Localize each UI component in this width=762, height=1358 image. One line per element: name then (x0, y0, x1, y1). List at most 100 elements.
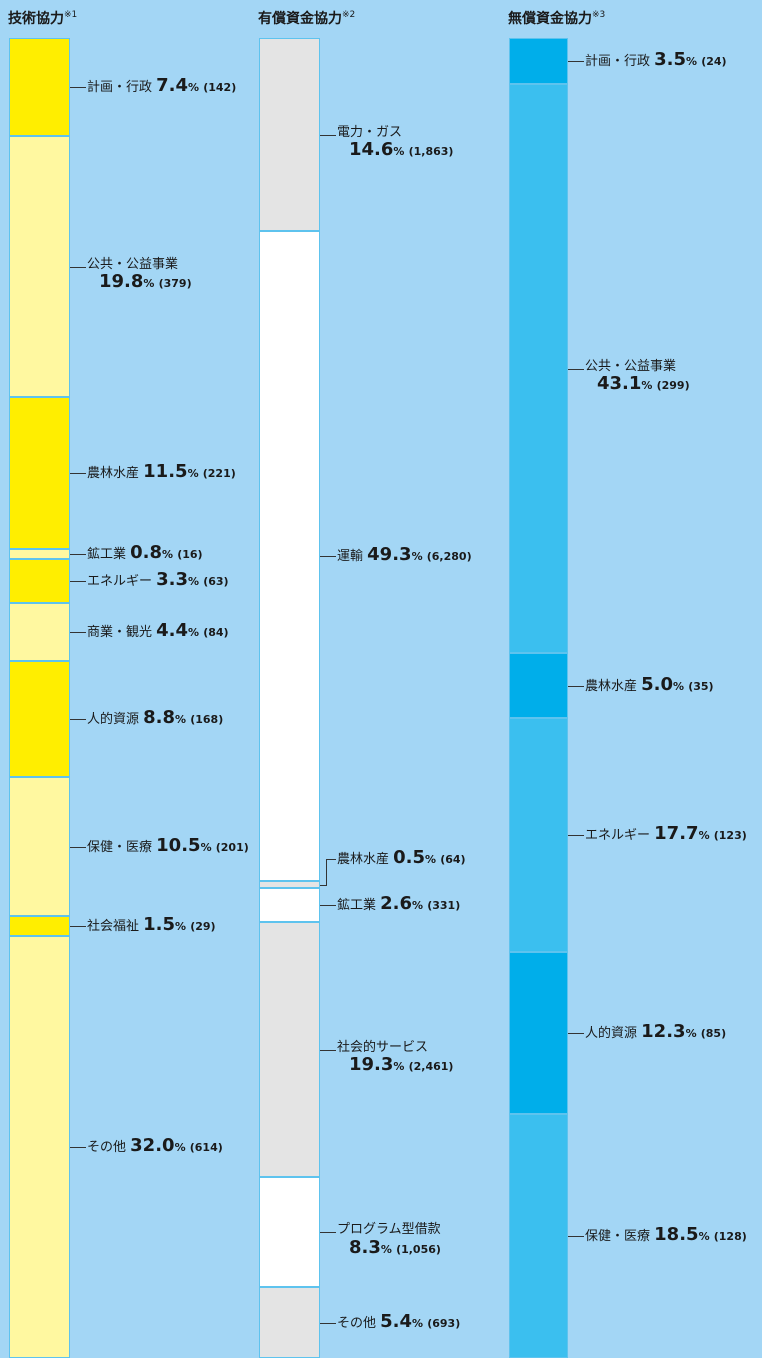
percent-value: 7.4 (156, 75, 189, 96)
technical-cooperation-title: 技術協力※1 (8, 10, 78, 27)
percent-unit: % (188, 81, 200, 94)
grant-segment-label: 計画・行政 3.5% (24) (585, 49, 727, 71)
percent-value: 5.4 (380, 1310, 413, 1332)
category-name: 保健・医療 (585, 1229, 651, 1244)
percent-value: 8.8 (143, 707, 176, 728)
count-value: (64) (440, 852, 466, 866)
percent-value: 11.5 (143, 461, 188, 482)
grant-segment-label: 農林水産 5.0% (35) (585, 674, 714, 696)
technical-segment (9, 661, 70, 777)
percent-value: 0.5 (393, 846, 426, 868)
technical-segment-label: 計画・行政 7.4% (142) (87, 75, 237, 97)
category-name: 計画・行政 (87, 80, 153, 95)
percent-unit: % (686, 55, 698, 68)
count-value: (221) (202, 467, 236, 480)
count-value: (299) (656, 379, 690, 393)
category-name: 人的資源 (585, 1026, 638, 1041)
count-value: (168) (190, 713, 224, 726)
grant-segment-label: 保健・医療 18.5% (128) (585, 1224, 747, 1246)
count-value: (6,280) (426, 550, 472, 563)
percent-unit: % (393, 145, 405, 159)
category-name: 電力・ガス (337, 124, 403, 140)
technical-segment (9, 38, 70, 136)
loan-leader (320, 884, 327, 886)
count-value: (1,863) (408, 145, 454, 159)
loan-segment (259, 922, 320, 1177)
percent-value: 2.6 (380, 893, 413, 914)
technical-segment-label: 農林水産 11.5% (221) (87, 461, 236, 483)
count-value: (693) (427, 1316, 461, 1330)
technical-leader (70, 473, 86, 474)
percent-unit: % (162, 548, 174, 561)
percent-value: 3.3 (156, 569, 189, 590)
loan-segment (259, 38, 320, 231)
loan-segment (259, 888, 320, 922)
percent-value: 12.3 (641, 1021, 686, 1042)
count-value: (142) (203, 81, 237, 94)
grant-segment (509, 952, 568, 1114)
percent-unit: % (187, 467, 199, 480)
grant-aid-title: 無償資金協力※3 (508, 10, 606, 27)
grant-leader (568, 1236, 584, 1237)
technical-leader (70, 581, 86, 582)
percent-value: 19.8 (99, 271, 144, 293)
count-value: (128) (713, 1230, 747, 1243)
technical-segment-label: 保健・医療 10.5% (201) (87, 834, 249, 857)
percent-unit: % (174, 1141, 186, 1154)
percent-unit: % (685, 1027, 697, 1040)
loan-leader (320, 134, 336, 136)
percent-unit: % (411, 550, 423, 563)
technical-leader (70, 926, 86, 927)
percent-unit: % (143, 277, 155, 291)
loan-segment (259, 881, 320, 888)
technical-leader (70, 719, 86, 720)
loan-segment-label: 運輸 49.3% (6,280) (337, 544, 472, 566)
loan-segment-label: 社会的サービス 19.3% (2,461) (337, 1039, 454, 1077)
count-value: (2,461) (408, 1060, 454, 1074)
category-name: 農林水産 (87, 466, 140, 481)
category-name: エネルギー (585, 828, 651, 843)
technical-segment-label: エネルギー 3.3% (63) (87, 569, 229, 591)
percent-unit: % (393, 1060, 405, 1074)
loan-segment (259, 231, 320, 881)
percent-unit: % (673, 679, 685, 693)
category-name: 商業・観光 (87, 625, 153, 640)
technical-segment (9, 136, 70, 397)
loan-segment-label: 鉱工業 2.6% (331) (337, 893, 461, 915)
percent-value: 1.5 (143, 914, 176, 935)
percent-unit: % (200, 840, 212, 854)
percent-value: 3.5 (654, 49, 687, 70)
percent-value: 14.6 (349, 139, 394, 161)
category-name: 社会的サービス (337, 1039, 429, 1055)
percent-value: 10.5 (156, 834, 201, 856)
technical-segment-label: 社会福祉 1.5% (29) (87, 914, 216, 936)
percent-unit: % (175, 713, 187, 726)
category-name: 計画・行政 (585, 54, 651, 69)
loan-leader (320, 556, 336, 557)
grant-segment-label: 公共・公益事業 43.1% (299) (585, 359, 690, 396)
loan-leader-elbow (326, 858, 327, 885)
count-value: (24) (701, 55, 727, 68)
technical-segment (9, 397, 70, 549)
technical-segment (9, 549, 70, 559)
category-name: その他 (337, 1315, 377, 1331)
grant-leader (568, 1033, 584, 1034)
percent-value: 18.5 (654, 1224, 699, 1245)
count-value: (16) (177, 548, 203, 561)
percent-unit: % (425, 852, 437, 866)
loan-bar (259, 38, 320, 1358)
percent-unit: % (188, 575, 200, 588)
category-name: 鉱工業 (337, 898, 377, 913)
percent-value: 4.4 (156, 620, 189, 641)
grant-leader (568, 368, 584, 370)
percent-unit: % (698, 829, 710, 842)
technical-segment-label: 鉱工業 0.8% (16) (87, 542, 203, 564)
technical-segment-label: その他 32.0% (614) (87, 1135, 223, 1157)
technical-leader (70, 554, 86, 555)
category-name: 農林水産 (585, 678, 638, 694)
count-value: (123) (713, 829, 747, 842)
technical-segment (9, 777, 70, 916)
count-value: (331) (427, 899, 461, 912)
grant-segment (509, 84, 568, 653)
